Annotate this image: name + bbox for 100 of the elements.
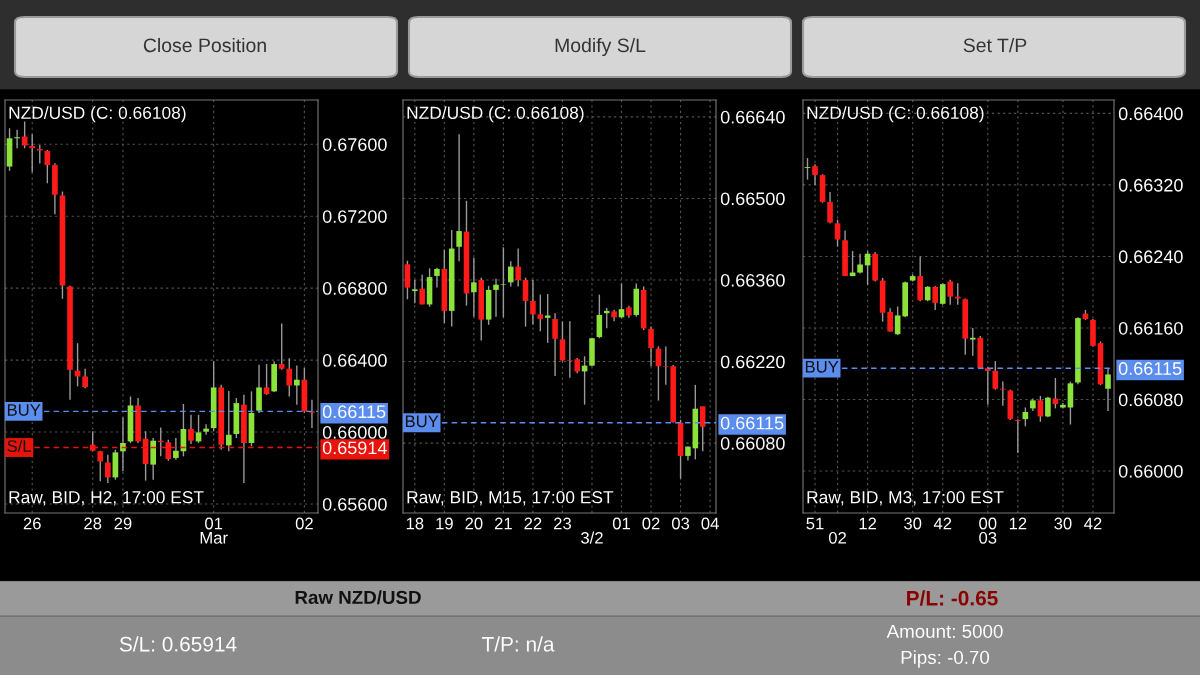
candlestick <box>150 437 157 481</box>
y-tick-label: 0.65914 <box>322 441 387 455</box>
x-tick-label: 12 <box>859 517 877 530</box>
y-tick-label: 0.66000 <box>322 425 387 439</box>
y-tick-label: 0.66240 <box>1118 250 1183 264</box>
candlestick <box>173 437 179 461</box>
x-tick-label: 00 03 <box>979 517 997 544</box>
candlestick <box>552 312 558 377</box>
ref-line-label: BUY <box>405 415 439 428</box>
candlestick <box>188 414 194 445</box>
candlestick <box>699 405 706 452</box>
x-tick-label: 3/2 <box>581 531 603 544</box>
text: Pips: -0.70 <box>901 650 990 668</box>
x-tick-label: 01 <box>612 517 630 530</box>
text: P/L: -0.65 <box>907 590 998 606</box>
candlestick <box>1105 367 1111 412</box>
candlestick <box>29 133 36 174</box>
x-tick-label: 28 <box>84 517 102 530</box>
y-tick-label: 0.66000 <box>1118 464 1183 478</box>
candlestick <box>256 364 262 414</box>
text: T/P: n/a <box>482 636 555 652</box>
text: S/L: 0.65914 <box>119 636 237 652</box>
x-tick-label: 19 <box>436 517 453 530</box>
y-tick-label: 0.66800 <box>322 282 387 295</box>
candlestick <box>419 274 425 306</box>
x-tick-label: 51 <box>806 517 824 530</box>
y-tick-label: 0.66160 <box>1118 321 1183 335</box>
candlestick <box>522 276 529 328</box>
candlestick <box>894 305 901 336</box>
x-tick-label: 26 <box>23 517 41 530</box>
x-tick-label: 21 <box>494 517 512 530</box>
text: Raw, BID, M15, 17:00 EST <box>407 491 614 506</box>
x-tick-label: 42 <box>933 517 952 530</box>
candlestick <box>263 363 270 396</box>
y-tick-label: 0.66400 <box>322 354 387 367</box>
x-tick-label: 20 <box>465 517 483 530</box>
y-tick-label: 0.66220 <box>720 355 785 369</box>
candlestick <box>203 423 209 436</box>
y-tick-label: 0.66115 <box>720 416 784 430</box>
candlestick <box>434 267 440 289</box>
candlestick <box>500 246 507 318</box>
y-tick-label: 0.66080 <box>720 437 785 450</box>
chart-title: NZD/USD (C: 0.66108) <box>807 106 984 123</box>
x-tick-label: 42 <box>1084 517 1102 530</box>
ref-line-label: BUY <box>7 404 41 416</box>
y-tick-label: 0.66500 <box>720 192 785 206</box>
candlestick <box>827 191 833 225</box>
y-tick-label: 0.66115 <box>322 405 386 419</box>
candlestick <box>559 320 566 363</box>
candlestick <box>36 144 43 165</box>
candlestick <box>939 282 946 306</box>
candlestick <box>992 360 999 391</box>
text: Set T/P <box>963 37 1027 53</box>
y-tick-label: 0.66320 <box>1118 178 1183 192</box>
candlestick <box>278 322 285 371</box>
text: Raw, BID, H2, 17:00 EST <box>9 491 204 506</box>
candlestick <box>456 133 462 263</box>
y-tick-label: 0.67200 <box>322 210 387 223</box>
x-tick-label: 18 <box>406 517 424 530</box>
candlestick <box>225 390 232 452</box>
text: Modify S/L <box>555 37 646 57</box>
x-tick-label: 04 <box>701 517 719 530</box>
candlestick <box>887 307 893 333</box>
candlestick <box>82 368 88 389</box>
x-tick-label: 02 <box>828 531 846 544</box>
x-tick-label: 03 <box>671 517 690 530</box>
candlestick <box>1000 380 1006 407</box>
candlestick <box>603 307 610 330</box>
ref-line-label: S/L <box>7 439 32 452</box>
candlestick <box>932 285 939 311</box>
candlestick <box>294 364 300 406</box>
candlestick <box>508 260 514 288</box>
candlestick <box>14 129 20 149</box>
candlestick <box>515 247 521 288</box>
y-tick-label: 0.67600 <box>322 138 387 151</box>
candlestick <box>804 157 811 181</box>
y-tick-label: 0.66360 <box>720 273 785 287</box>
y-tick-label: 0.66080 <box>1118 393 1183 407</box>
y-tick-label: 0.66400 <box>1118 107 1183 121</box>
chart-title: NZD/USD (C: 0.66108) <box>9 106 186 123</box>
x-tick-label: 30 <box>904 517 922 530</box>
x-tick-label: 02 <box>295 517 313 530</box>
ref-line-label: BUY <box>805 361 839 373</box>
text: Amount: 5000 <box>886 624 1003 639</box>
x-tick-label: 01 Mar <box>200 517 228 544</box>
candlestick <box>97 450 104 483</box>
candlestick <box>493 278 499 318</box>
text: Raw NZD/USD <box>295 590 421 605</box>
candlestick <box>1045 396 1051 419</box>
candlestick <box>104 454 111 484</box>
candlestick <box>947 278 954 306</box>
y-tick-label: 0.66115 <box>1118 362 1182 375</box>
candlestick <box>165 439 172 462</box>
candlestick <box>286 357 293 398</box>
text: Close Position <box>143 37 266 53</box>
y-tick-label: 0.65600 <box>322 497 387 511</box>
x-tick-label: 12 <box>1009 517 1027 530</box>
candlestick <box>309 398 315 429</box>
y-tick-label: 0.66640 <box>720 110 785 124</box>
chart-title: NZD/USD (C: 0.66108) <box>407 106 584 123</box>
